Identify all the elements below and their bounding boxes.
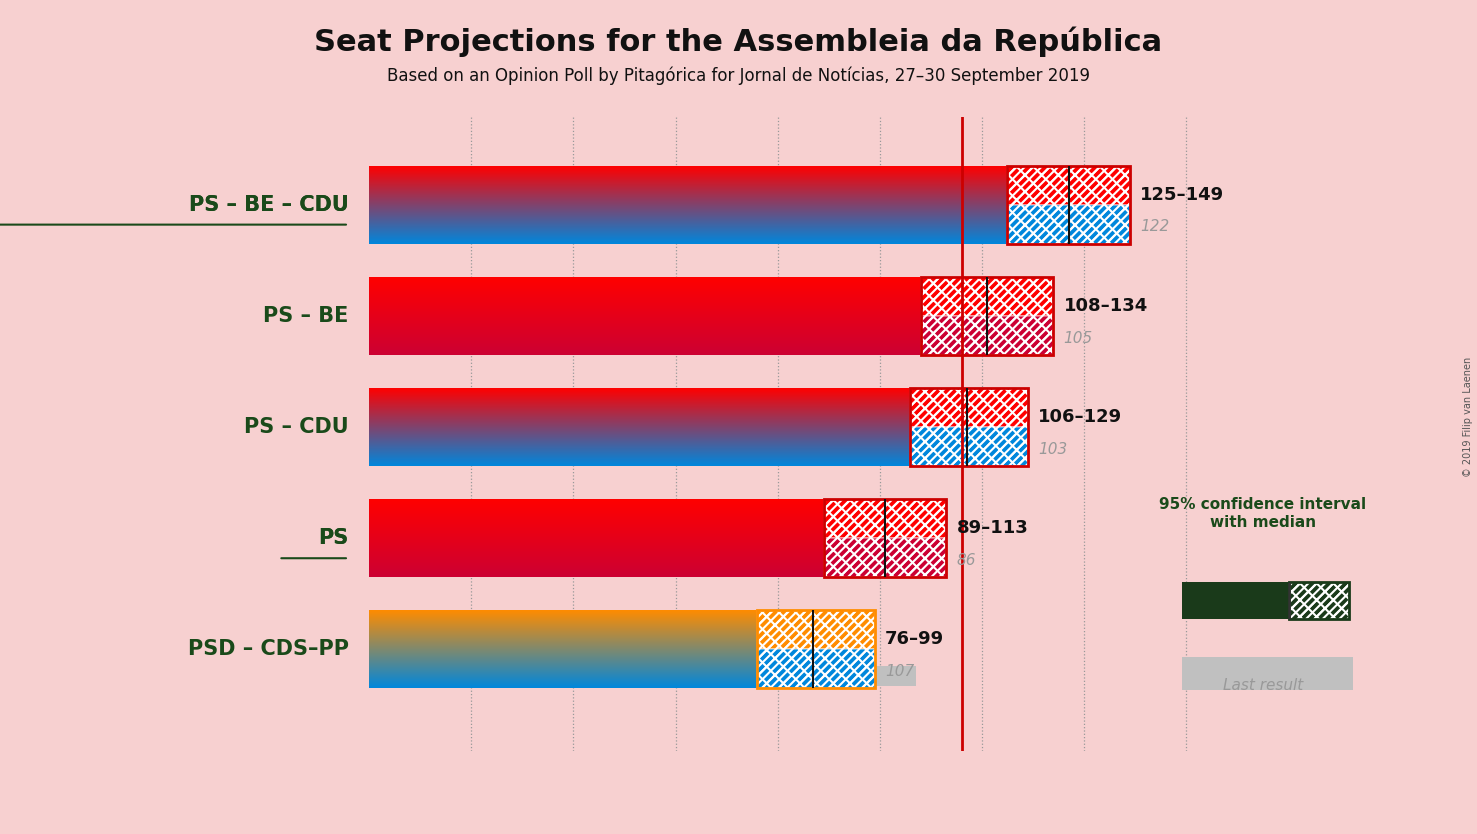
Text: PS – BE: PS – BE <box>263 306 349 326</box>
Bar <box>758 610 874 650</box>
Bar <box>758 610 874 688</box>
Text: PS – BE – CDU: PS – BE – CDU <box>189 194 349 214</box>
Text: 103: 103 <box>1038 442 1068 457</box>
Bar <box>369 333 905 353</box>
Bar <box>1007 204 1130 244</box>
Bar <box>369 444 895 464</box>
Text: Seat Projections for the Assembleia da República: Seat Projections for the Assembleia da R… <box>315 27 1162 58</box>
Bar <box>920 277 1053 316</box>
Bar <box>920 316 1053 354</box>
Text: PSD – CDS–PP: PSD – CDS–PP <box>188 640 349 660</box>
Text: PS – CDU: PS – CDU <box>244 417 349 437</box>
Bar <box>920 277 1053 316</box>
Bar <box>824 538 947 577</box>
Text: PS – BE – CDU: PS – BE – CDU <box>189 194 349 214</box>
Text: 86: 86 <box>957 553 976 568</box>
Text: 76–99: 76–99 <box>885 631 944 648</box>
Text: 125–149: 125–149 <box>1140 186 1224 203</box>
Bar <box>369 221 993 241</box>
Bar <box>920 316 1053 354</box>
Bar <box>910 427 1028 466</box>
Bar <box>1182 657 1353 690</box>
Bar <box>824 500 947 577</box>
Bar <box>1007 166 1130 244</box>
Text: 108–134: 108–134 <box>1063 297 1148 314</box>
Text: PS: PS <box>319 528 349 548</box>
Bar <box>758 610 874 650</box>
Bar <box>1007 204 1130 244</box>
Text: 122: 122 <box>1140 219 1170 234</box>
Bar <box>910 388 1028 427</box>
Text: Last result: Last result <box>1223 678 1303 693</box>
Text: PS: PS <box>319 528 349 548</box>
Text: 106–129: 106–129 <box>1038 408 1123 426</box>
Bar <box>1288 582 1349 619</box>
Text: 105: 105 <box>1063 330 1093 345</box>
Text: 89–113: 89–113 <box>957 520 1028 537</box>
Bar <box>1288 582 1349 619</box>
Bar <box>758 650 874 688</box>
Bar <box>824 538 947 577</box>
Bar <box>369 666 916 686</box>
Text: 95% confidence interval
with median: 95% confidence interval with median <box>1159 497 1366 530</box>
Bar <box>824 500 947 538</box>
Bar <box>1007 166 1130 204</box>
Bar <box>369 555 808 575</box>
Bar <box>824 500 947 538</box>
Bar <box>1182 582 1288 619</box>
Bar <box>910 388 1028 427</box>
Bar <box>758 650 874 688</box>
Text: © 2019 Filip van Laenen: © 2019 Filip van Laenen <box>1464 357 1473 477</box>
Text: Based on an Opinion Poll by Pitagórica for Jornal de Notícias, 27–30 September 2: Based on an Opinion Poll by Pitagórica f… <box>387 67 1090 85</box>
Bar <box>910 388 1028 466</box>
Bar <box>1007 166 1130 204</box>
Bar <box>920 277 1053 354</box>
Bar <box>910 427 1028 466</box>
Bar <box>1288 582 1349 619</box>
Text: 107: 107 <box>885 664 914 679</box>
